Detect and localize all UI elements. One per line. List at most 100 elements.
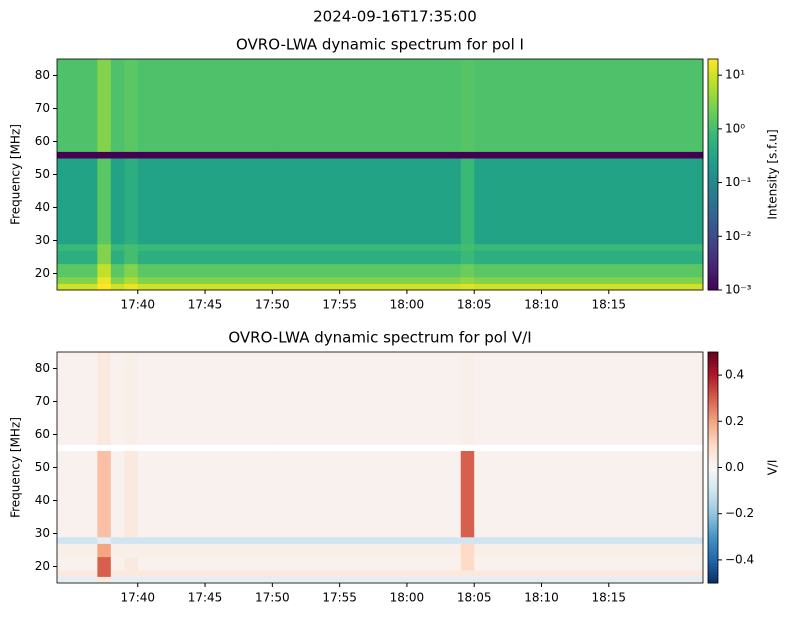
colorbar-step [708, 214, 718, 219]
heatmap-cell [124, 536, 139, 544]
colorbar-step [708, 266, 718, 271]
heatmap-cell [474, 556, 489, 571]
heatmap-cell [97, 543, 112, 558]
heatmap-cell [487, 569, 704, 577]
colorbar-step [708, 191, 718, 196]
heatmap-cell [460, 243, 475, 251]
heatmap-cell [83, 151, 98, 159]
colorbar-step [708, 432, 718, 437]
colorbar-tick-label: 0.4 [725, 368, 744, 382]
heatmap-cell [83, 263, 98, 278]
colorbar-step [708, 186, 718, 190]
x-tick-label: 18:15 [591, 591, 626, 605]
colorbar-step [708, 110, 718, 115]
colorbar-step [708, 183, 718, 187]
colorbar-step [708, 505, 718, 509]
heatmap-cell [151, 263, 273, 278]
colorbar-step [708, 212, 718, 216]
heatmap-cell [487, 283, 704, 291]
y-tick-label: 40 [35, 200, 50, 214]
heatmap-cell [487, 536, 704, 544]
colorbar-step [708, 160, 718, 164]
colorbar-step [708, 377, 718, 382]
colorbar-step [708, 531, 718, 535]
colorbar-step [708, 545, 718, 549]
colorbar-step [708, 180, 718, 184]
heatmap-cell [487, 59, 704, 152]
heatmap-cell [124, 576, 139, 584]
colorbar-step [708, 238, 718, 242]
y-tick-label: 20 [35, 559, 50, 573]
colorbar-step [708, 557, 718, 561]
colorbar-step [708, 528, 718, 532]
heatmap-cell [272, 556, 462, 571]
colorbar-step [708, 525, 718, 529]
colorbar-step [708, 516, 718, 520]
x-tick-label: 17:50 [255, 298, 290, 312]
heatmap-cell [83, 352, 98, 445]
colorbar-step [708, 64, 718, 69]
heatmap-cell [97, 151, 112, 159]
x-tick-label: 17:45 [188, 298, 223, 312]
colorbar-tick-label: 10⁻³ [725, 283, 752, 297]
heatmap-cell [474, 158, 489, 245]
colorbar-step [708, 220, 718, 225]
heatmap-cell [124, 59, 139, 152]
colorbar-step [708, 551, 718, 555]
colorbar-step [708, 194, 718, 199]
colorbar-tick-label: 10⁻² [725, 229, 752, 243]
x-tick-label: 17:40 [120, 298, 155, 312]
colorbar-step [708, 162, 718, 167]
heatmap-cell [272, 536, 462, 544]
heatmap-cell [460, 250, 475, 265]
heatmap-cell [137, 569, 152, 577]
colorbar-step [708, 217, 718, 222]
heatmap-cell [272, 352, 462, 445]
colorbar-step [708, 487, 718, 492]
colorbar-step [708, 258, 718, 262]
heatmap-cell [110, 352, 125, 445]
heatmap-cell [124, 263, 139, 278]
heatmap-cell [124, 243, 139, 251]
colorbar-step [708, 79, 718, 83]
heatmap-cell [110, 451, 125, 538]
heatmap-cell [124, 283, 139, 291]
colorbar-step [708, 151, 718, 155]
colorbar-step [708, 554, 718, 558]
heatmap-cell [124, 276, 139, 284]
colorbar-step [708, 580, 718, 584]
colorbar-step [708, 226, 718, 230]
colorbar-step [708, 366, 718, 370]
heatmap-cell [487, 151, 704, 159]
colorbar-step [708, 174, 718, 178]
heatmap-cell [83, 576, 98, 584]
heatmap-cell [487, 451, 704, 538]
colorbar-step [708, 450, 718, 454]
heatmap-cell [97, 283, 112, 291]
colorbar-step [708, 522, 718, 526]
heatmap-cell [151, 283, 273, 291]
heatmap-cell [487, 243, 704, 251]
colorbar-step [708, 421, 718, 425]
heatmap-cell [460, 59, 475, 152]
colorbar-step [708, 119, 718, 124]
colorbar-step [708, 568, 718, 572]
heatmap-cell [151, 543, 273, 558]
colorbar-step [708, 177, 718, 181]
heatmap-cell [460, 536, 475, 544]
heatmap-cell [124, 543, 139, 558]
colorbar-step [708, 453, 718, 457]
heatmap-cell [487, 263, 704, 278]
heatmap-cell [151, 569, 273, 577]
colorbar-step [708, 73, 718, 77]
colorbar-step [708, 90, 718, 95]
colorbar-step [708, 357, 718, 362]
colorbar-step [708, 203, 718, 207]
heatmap-cell [487, 576, 704, 584]
colorbar-step [708, 571, 718, 575]
heatmap-cell [124, 352, 139, 445]
heatmap-cell [97, 352, 112, 445]
colorbar-step [708, 102, 718, 106]
colorbar-step [708, 354, 718, 359]
